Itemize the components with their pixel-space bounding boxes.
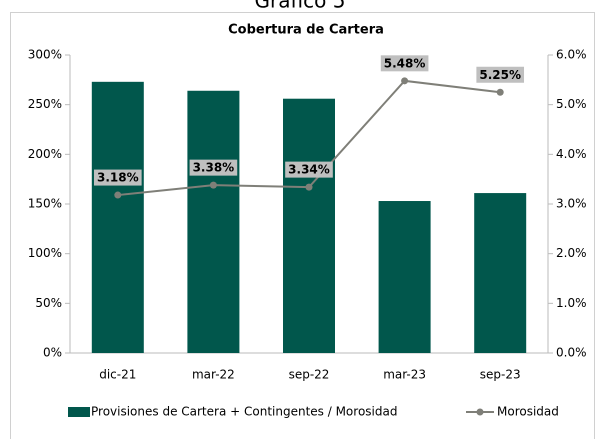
value-label: 5.48% xyxy=(384,56,426,70)
x-tick-label: sep-23 xyxy=(480,368,521,382)
legend-swatch xyxy=(68,407,90,417)
value-label-bg xyxy=(285,161,333,178)
y2-tick-label: 0.0% xyxy=(556,346,587,360)
line-point xyxy=(114,191,122,199)
y2-tick-label: 6.0% xyxy=(556,48,587,62)
value-label: 3.18% xyxy=(97,171,139,185)
line-point xyxy=(305,183,313,191)
line-point xyxy=(496,88,504,96)
x-tick-label: mar-23 xyxy=(383,368,426,382)
x-tick-label: sep-22 xyxy=(289,368,330,382)
y2-tick-label: 4.0% xyxy=(556,147,587,161)
y2-tick-label: 5.0% xyxy=(556,97,587,111)
y-tick-label: 250% xyxy=(28,97,62,111)
bar xyxy=(91,81,144,353)
y-tick-label: 50% xyxy=(35,296,62,310)
legend-marker xyxy=(476,408,484,416)
chart-title: Cobertura de Cartera xyxy=(228,23,384,38)
y-tick-label: 300% xyxy=(28,48,62,62)
bar xyxy=(187,90,240,353)
value-label-bg xyxy=(476,66,525,83)
value-label-bg xyxy=(93,169,142,186)
bar xyxy=(474,193,527,353)
chart-heading: Gráfico 5 xyxy=(255,0,346,13)
y-tick-label: 150% xyxy=(28,197,62,211)
x-tick-label: dic-21 xyxy=(99,368,136,382)
y2-tick-label: 1.0% xyxy=(556,296,587,310)
line-point xyxy=(401,77,409,85)
legend-label: Provisiones de Cartera + Contingentes / … xyxy=(91,405,397,419)
legend-label: Morosidad xyxy=(497,405,559,419)
bar xyxy=(283,98,335,353)
bar xyxy=(378,201,431,353)
y-tick-label: 100% xyxy=(28,246,62,260)
value-label: 3.38% xyxy=(193,161,235,175)
line-point xyxy=(209,181,217,189)
value-label-bg xyxy=(380,55,429,72)
y-tick-label: 200% xyxy=(28,147,62,161)
y2-tick-label: 2.0% xyxy=(556,246,587,260)
value-label-bg xyxy=(189,159,238,176)
value-label: 3.34% xyxy=(288,163,330,177)
y2-tick-label: 3.0% xyxy=(556,197,587,211)
value-label: 5.25% xyxy=(479,68,521,82)
x-tick-label: mar-22 xyxy=(192,368,235,382)
y-tick-label: 0% xyxy=(43,346,62,360)
